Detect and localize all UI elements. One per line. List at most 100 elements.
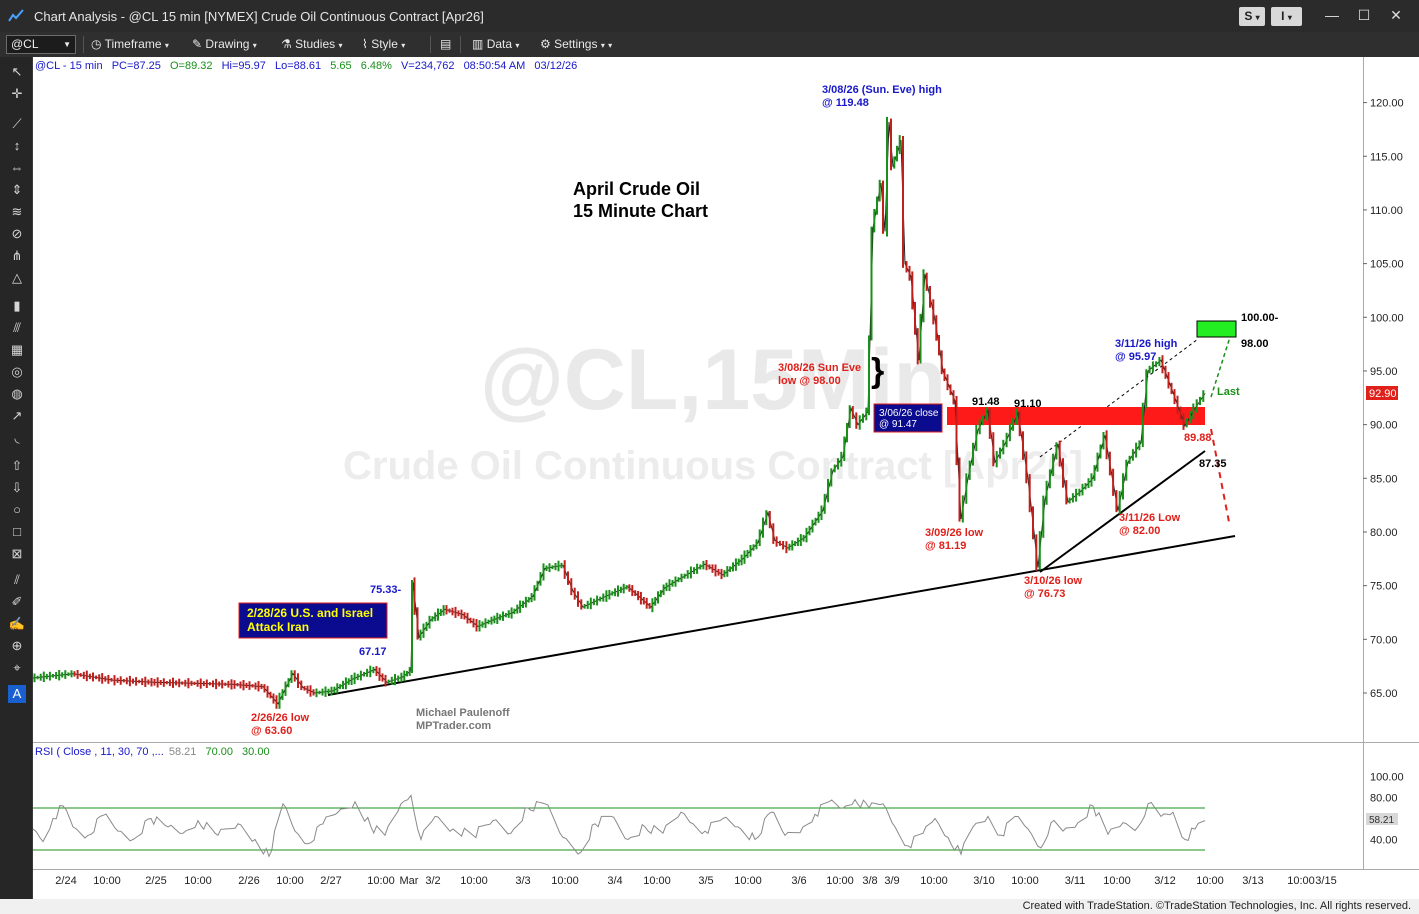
fib-icon[interactable]: ⊘ bbox=[11, 226, 23, 241]
maximize-icon[interactable]: ☐ bbox=[1357, 7, 1371, 23]
candle bbox=[674, 576, 677, 587]
candle bbox=[577, 591, 579, 607]
minimize-icon[interactable]: — bbox=[1325, 7, 1339, 23]
candle bbox=[1112, 468, 1115, 496]
ellipse-icon[interactable]: ○ bbox=[13, 502, 21, 517]
layout-icon[interactable]: ▤ bbox=[440, 37, 452, 51]
cycle-icon[interactable]: ◎ bbox=[11, 364, 23, 379]
close-icon[interactable]: ✕ bbox=[1390, 7, 1402, 23]
candle bbox=[122, 679, 125, 683]
rsi-line bbox=[33, 794, 1206, 858]
x-tick-label: 3/5 bbox=[698, 875, 713, 887]
speed-lines-icon[interactable]: ⫻ bbox=[13, 320, 21, 335]
ray-icon[interactable]: ⇕ bbox=[11, 182, 23, 197]
trendline-icon[interactable]: ⟋ bbox=[12, 116, 22, 131]
rectangle-icon[interactable]: □ bbox=[13, 524, 21, 539]
candle bbox=[648, 603, 651, 609]
style-menu[interactable]: ⌇ Style ▾ bbox=[362, 37, 406, 51]
candle bbox=[870, 226, 873, 341]
text-tool-icon[interactable]: A bbox=[8, 685, 26, 703]
triangle-icon[interactable]: △ bbox=[12, 270, 22, 285]
data-menu[interactable]: ▥ Data ▾ bbox=[472, 37, 520, 51]
candle bbox=[1135, 442, 1138, 458]
up-arrow-icon[interactable]: ⇧ bbox=[11, 458, 23, 473]
candle bbox=[190, 680, 193, 686]
candle bbox=[622, 583, 625, 594]
candle bbox=[496, 612, 499, 624]
candle bbox=[625, 585, 628, 590]
gann-icon[interactable]: ▦ bbox=[10, 342, 24, 357]
s-button[interactable]: S ▾ bbox=[1239, 7, 1265, 26]
brush-icon[interactable]: ✍ bbox=[8, 616, 26, 631]
candle bbox=[830, 468, 833, 487]
y-tick-label: 115.00 bbox=[1370, 151, 1403, 163]
spiral-icon[interactable]: ◍ bbox=[11, 386, 23, 401]
timeframe-menu[interactable]: ◷ Timeframe ▾ bbox=[91, 37, 169, 51]
cross-icon[interactable]: ⊠ bbox=[11, 546, 23, 561]
candle bbox=[1176, 395, 1179, 415]
candle bbox=[893, 156, 896, 169]
x-tick-label: 3/10 bbox=[973, 875, 994, 887]
drawing-menu[interactable]: ✎ Drawing ▾ bbox=[192, 37, 257, 51]
candle bbox=[1173, 389, 1176, 405]
y-tick-label: 120.00 bbox=[1370, 98, 1404, 110]
candle bbox=[890, 118, 892, 171]
parallel-lines-icon[interactable]: ⫽ bbox=[14, 572, 20, 587]
last-price-marker bbox=[1366, 386, 1398, 400]
candle bbox=[205, 679, 208, 688]
candle bbox=[284, 681, 287, 696]
pitchfork-icon[interactable]: ⋔ bbox=[11, 248, 23, 263]
candle bbox=[1018, 411, 1021, 437]
candle bbox=[686, 570, 689, 579]
vertical-line-icon[interactable]: ↕ bbox=[13, 138, 21, 153]
chart-title: April Crude Oil bbox=[573, 179, 700, 199]
arrow-icon[interactable]: ↗ bbox=[11, 408, 23, 423]
candles bbox=[33, 116, 1205, 709]
candle bbox=[36, 675, 39, 680]
upper-channel-dashed-line bbox=[1039, 338, 1199, 458]
candle bbox=[1002, 439, 1005, 455]
candle bbox=[982, 415, 984, 426]
close-0306-box bbox=[873, 403, 943, 433]
candle bbox=[1075, 488, 1078, 502]
candle bbox=[762, 517, 764, 538]
candle bbox=[905, 261, 908, 273]
crosshair-icon[interactable]: ✛ bbox=[11, 86, 23, 101]
price-chart[interactable]: @CL,15Min Crude Oil Continuous Contract … bbox=[33, 57, 1419, 899]
measure-icon[interactable]: ⌖ bbox=[13, 660, 21, 675]
settings-menu[interactable]: ⚙ Settings ▾ ▾ bbox=[540, 37, 613, 51]
studies-menu[interactable]: ⚗ Studies ▾ bbox=[281, 37, 343, 51]
candle bbox=[516, 604, 519, 614]
channel-icon[interactable]: ≋ bbox=[11, 204, 23, 219]
candle bbox=[972, 442, 974, 466]
candle bbox=[862, 413, 864, 423]
candle bbox=[324, 686, 327, 697]
high-0311-line2: @ 95.97 bbox=[1115, 351, 1156, 363]
candle bbox=[178, 678, 181, 688]
label-67-17: 67.17 bbox=[359, 646, 387, 658]
candle bbox=[788, 543, 791, 551]
symbol-input[interactable]: @CL ▼ bbox=[6, 35, 76, 54]
candle bbox=[1179, 406, 1182, 420]
arc-icon[interactable]: ◟ bbox=[14, 430, 20, 445]
horizontal-line-icon[interactable]: ⇔ bbox=[10, 160, 24, 175]
lock-icon[interactable]: ⊕ bbox=[11, 638, 23, 653]
candle bbox=[58, 670, 61, 681]
low-0309-line2: @ 81.19 bbox=[925, 540, 966, 552]
gear-icon: ⚙ bbox=[540, 37, 551, 51]
candle bbox=[567, 571, 569, 585]
candle bbox=[611, 591, 614, 596]
candle bbox=[814, 517, 817, 526]
down-arrow-icon[interactable]: ⇩ bbox=[11, 480, 23, 495]
candle bbox=[79, 673, 82, 677]
candle bbox=[327, 688, 330, 694]
candle bbox=[437, 608, 439, 621]
eraser-icon[interactable]: ✐ bbox=[11, 594, 23, 609]
x-tick-label: 3/15 bbox=[1315, 875, 1336, 887]
candle bbox=[837, 458, 839, 470]
candle bbox=[1148, 365, 1151, 374]
i-button[interactable]: I ▾ bbox=[1271, 7, 1302, 26]
candle bbox=[300, 680, 303, 691]
bars-icon[interactable]: ▮ bbox=[13, 298, 21, 313]
pointer-icon[interactable]: ↖ bbox=[11, 64, 23, 79]
